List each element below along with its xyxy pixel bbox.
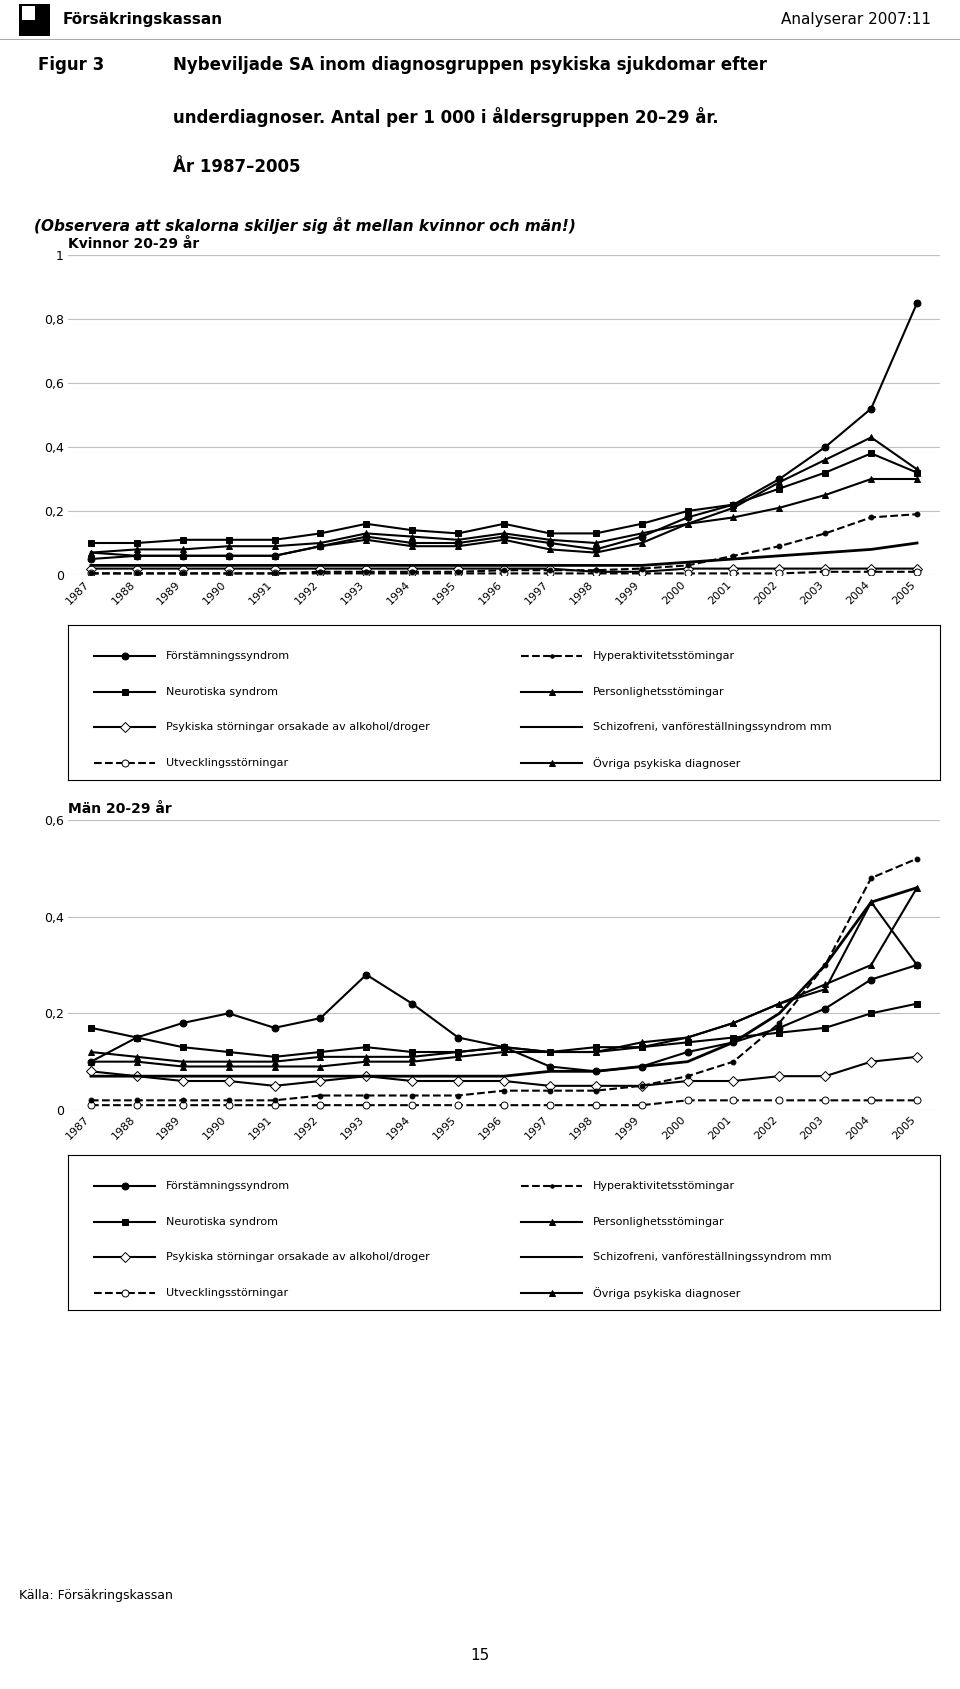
Text: Kvinnor 20-29 år: Kvinnor 20-29 år <box>68 236 200 252</box>
Text: Utvecklingsstörningar: Utvecklingsstörningar <box>166 758 288 768</box>
Text: Analyserar 2007:11: Analyserar 2007:11 <box>781 12 931 27</box>
Text: Neurotiska syndrom: Neurotiska syndrom <box>166 1216 277 1226</box>
Text: (Observera att skalorna skiljer sig åt mellan kvinnor och män!): (Observera att skalorna skiljer sig åt m… <box>34 216 575 233</box>
Text: Övriga psykiska diagnoser: Övriga psykiska diagnoser <box>593 1287 740 1299</box>
Text: År 1987–2005: År 1987–2005 <box>173 159 300 176</box>
Text: Personlighetsstömingar: Personlighetsstömingar <box>593 1216 725 1226</box>
Text: Övriga psykiska diagnoser: Övriga psykiska diagnoser <box>593 757 740 768</box>
Text: Försäkringskassan: Försäkringskassan <box>62 12 223 27</box>
Text: Män 20-29 år: Män 20-29 år <box>68 802 172 816</box>
Text: Psykiska störningar orsakade av alkohol/droger: Psykiska störningar orsakade av alkohol/… <box>166 723 429 733</box>
Bar <box>22 7 35 20</box>
Text: Nybeviljade SA inom diagnosgruppen psykiska sjukdomar efter: Nybeviljade SA inom diagnosgruppen psyki… <box>173 56 767 74</box>
Text: Neurotiska syndrom: Neurotiska syndrom <box>166 687 277 696</box>
Text: Psykiska störningar orsakade av alkohol/droger: Psykiska störningar orsakade av alkohol/… <box>166 1252 429 1262</box>
Text: Förstämningssyndrom: Förstämningssyndrom <box>166 1181 290 1191</box>
Text: Schizofreni, vanföreställningssyndrom mm: Schizofreni, vanföreställningssyndrom mm <box>593 1252 831 1262</box>
Text: Schizofreni, vanföreställningssyndrom mm: Schizofreni, vanföreställningssyndrom mm <box>593 723 831 733</box>
Text: Figur 3: Figur 3 <box>38 56 105 74</box>
Text: Personlighetsstömingar: Personlighetsstömingar <box>593 687 725 696</box>
Text: 15: 15 <box>470 1647 490 1662</box>
Text: Hyperaktivitetsstömingar: Hyperaktivitetsstömingar <box>593 650 735 660</box>
Text: underdiagnoser. Antal per 1 000 i åldersgruppen 20–29 år.: underdiagnoser. Antal per 1 000 i ålders… <box>173 106 718 127</box>
Text: Förstämningssyndrom: Förstämningssyndrom <box>166 650 290 660</box>
Text: Källa: Försäkringskassan: Källa: Försäkringskassan <box>19 1588 173 1601</box>
Text: Utvecklingsstörningar: Utvecklingsstörningar <box>166 1289 288 1297</box>
Bar <box>19 3 50 35</box>
Text: Hyperaktivitetsstömingar: Hyperaktivitetsstömingar <box>593 1181 735 1191</box>
